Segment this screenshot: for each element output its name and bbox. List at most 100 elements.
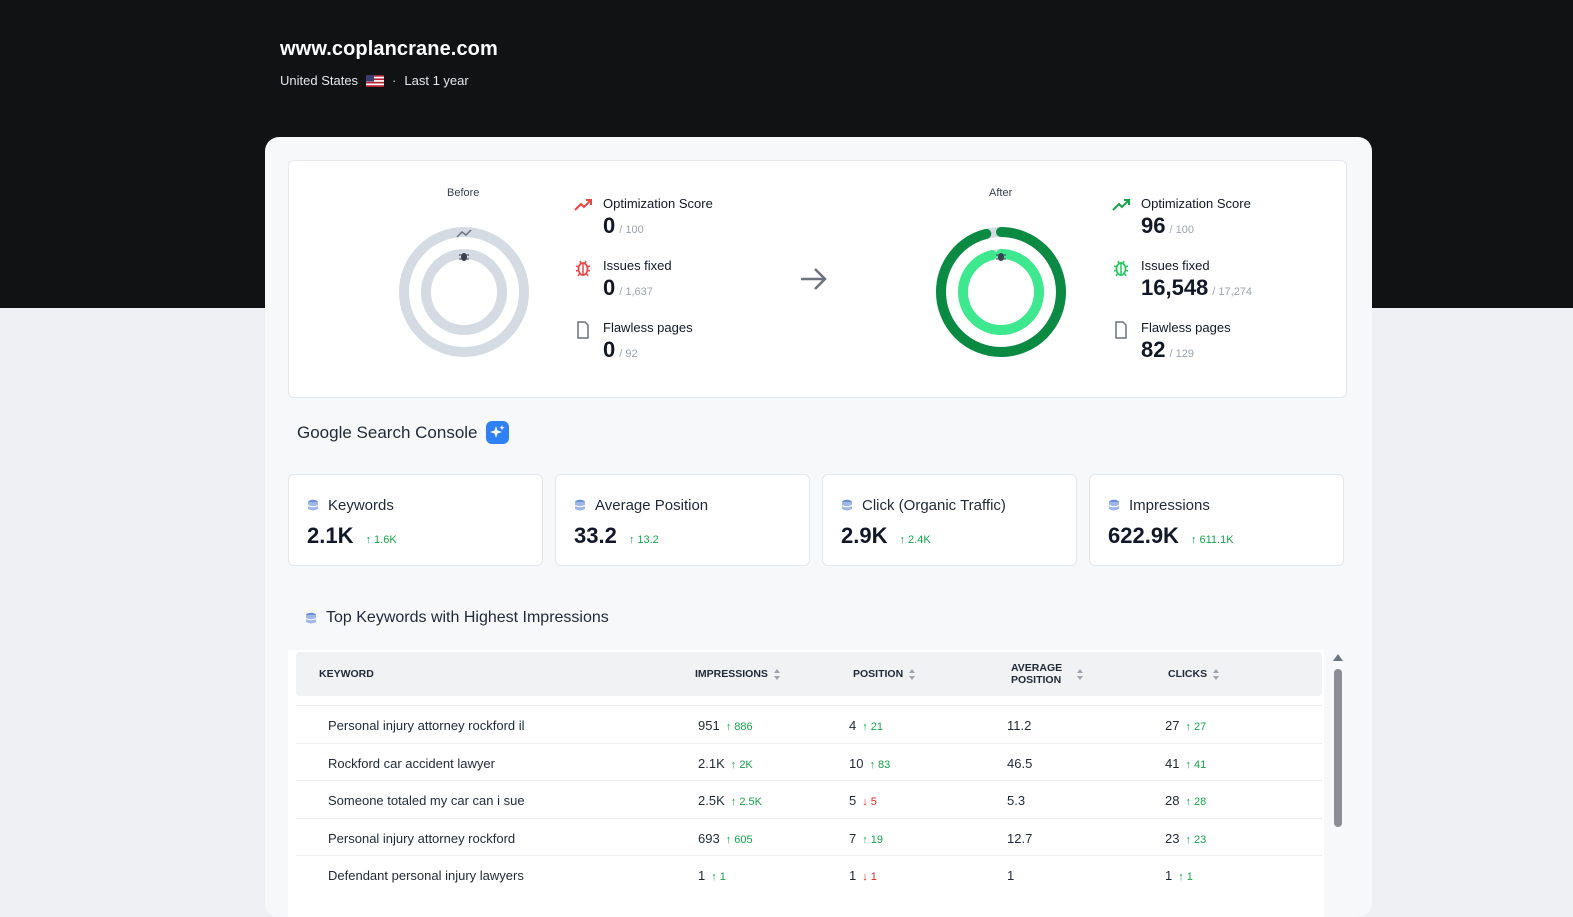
document-icon	[577, 321, 589, 339]
cell-value: Someone totaled my car can i sue	[328, 793, 525, 808]
after-issues-stat: Issues fixed 16,548/ 17,274	[1111, 258, 1252, 301]
country-label: United States	[280, 73, 359, 88]
column-header-keyword[interactable]: Keyword	[319, 668, 374, 680]
kpi-card-keywords: Keywords 2.1K ↑ 1.6K	[288, 474, 543, 566]
database-icon	[307, 499, 319, 512]
delta-up: ↑ 2.5K	[730, 796, 762, 808]
score-total: / 100	[619, 224, 644, 236]
cell-value: 2.5K	[698, 793, 725, 808]
table-row[interactable]: Personal injury attorney rockford 693 ↑ 60…	[296, 817, 1322, 856]
kpi-card-average-position: Average Position 33.2 ↑ 13.2	[555, 474, 810, 566]
gsc-title-text: Google Search Console	[297, 422, 478, 442]
table-row[interactable]: Personal injury attorney rockford il 951 ↑…	[296, 705, 1322, 743]
keyword-cell: Personal injury attorney rockford il	[328, 718, 525, 733]
after-label: After	[989, 187, 1013, 199]
delta-down: ↓ 1	[862, 871, 877, 883]
us-flag-icon	[366, 74, 385, 87]
impressions-cell: 2.1K ↑ 2K	[698, 756, 753, 771]
cell-value: 27	[1165, 718, 1180, 733]
delta-up: ↑ 41	[1185, 758, 1207, 771]
cell-value: Personal injury attorney rockford	[328, 830, 516, 846]
pages-value: 82	[1141, 337, 1166, 362]
delta-up: ↑ 605	[725, 833, 753, 846]
sort-icon	[773, 668, 781, 680]
delta-up: ↑ 23	[1185, 833, 1207, 846]
kpi-label: Keywords	[328, 497, 394, 514]
scrollbar-thumb[interactable]	[1334, 669, 1342, 827]
pages-label: Flawless pages	[603, 320, 693, 335]
sort-icon	[1077, 668, 1084, 680]
issues-label: Issues fixed	[603, 258, 672, 273]
site-url: www.coplancrane.com	[280, 38, 498, 60]
impressions-cell: 951 ↑ 886	[698, 718, 753, 733]
table-row[interactable]: Defendant personal injury lawyers 1 ↑ 1 1 ↓ …	[296, 855, 1322, 893]
position-cell: 1 ↓ 1	[849, 868, 877, 883]
cell-value: 4	[849, 718, 857, 733]
cell-value: 2.1K	[698, 755, 725, 771]
score-total: / 100	[1169, 224, 1194, 236]
table-row[interactable]: Rockford car accident lawyer 2.1K ↑ 2K 10 ↑ …	[296, 742, 1322, 781]
cell-value: 5	[849, 793, 857, 808]
keywords-table: Keyword Impressions Position Average Pos…	[288, 650, 1324, 917]
database-icon	[1108, 499, 1120, 512]
delta-down: ↓ 5	[862, 796, 877, 808]
cell-value: 12.7	[1007, 830, 1033, 846]
meta-separator: ·	[392, 73, 397, 88]
keyword-cell: Personal injury attorney rockford	[328, 831, 515, 846]
clicks-cell: 28 ↑ 28	[1165, 793, 1206, 808]
bug-icon	[1113, 260, 1129, 277]
before-pages-stat: Flawless pages 0/ 92	[573, 320, 693, 363]
gsc-section-title: Google Search Console	[297, 421, 509, 444]
average-position-cell: 12.7	[1007, 831, 1032, 846]
column-header-clicks[interactable]: Clicks	[1168, 668, 1220, 680]
kpi-label: Click (Organic Traffic)	[862, 497, 1006, 514]
kpi-value: 33.2	[574, 523, 617, 548]
kpi-delta: 1.6K	[374, 534, 397, 546]
keyword-cell: Defendant personal injury lawyers	[328, 868, 524, 883]
report-card: Before Optimization Score 0/ 100	[265, 137, 1372, 917]
kpi-value: 622.9K	[1108, 523, 1179, 548]
score-label: Optimization Score	[603, 196, 713, 211]
impressions-cell: 693 ↑ 605	[698, 831, 753, 846]
after-pages-stat: Flawless pages 82/ 129	[1111, 320, 1231, 363]
kpi-card-impressions: Impressions 622.9K ↑ 611.1K	[1089, 474, 1344, 566]
keyword-cell: Rockford car accident lawyer	[328, 756, 495, 771]
average-position-cell: 5.3	[1007, 793, 1025, 808]
table-header: Keyword Impressions Position Average Pos…	[296, 652, 1322, 696]
pages-total: / 92	[619, 348, 638, 360]
kpi-delta: 13.2	[637, 534, 659, 546]
cell-value: 5.3	[1007, 793, 1026, 808]
scroll-up-arrow[interactable]	[1333, 654, 1343, 661]
cell-value: 1	[1165, 868, 1173, 883]
cell-value: 951	[698, 718, 720, 733]
cell-value: 1	[1007, 868, 1015, 883]
impressions-cell: 2.5K ↑ 2.5K	[698, 793, 762, 808]
delta-up: ↑ 28	[1185, 796, 1207, 808]
delta-up: ↑ 21	[862, 721, 884, 733]
bug-mini-icon	[459, 253, 469, 261]
clicks-cell: 27 ↑ 27	[1165, 718, 1206, 733]
kpi-value: 2.1K	[307, 523, 354, 548]
cell-value: 46.5	[1007, 755, 1033, 771]
kpi-label: Impressions	[1129, 497, 1210, 514]
database-icon	[841, 499, 853, 512]
column-header-impressions[interactable]: Impressions	[695, 668, 781, 680]
clicks-cell: 23 ↑ 23	[1165, 831, 1206, 846]
pages-value: 0	[603, 337, 616, 362]
kpi-value: 2.9K	[841, 523, 888, 548]
table-row[interactable]: Someone totaled my car can i sue 2.5K ↑ 2.…	[296, 780, 1322, 818]
sparkle-icon[interactable]	[485, 421, 509, 444]
score-value: 0	[603, 213, 616, 238]
document-icon	[1115, 321, 1127, 339]
delta-up: ↑ 2K	[730, 758, 753, 771]
delta-up: ↑ 83	[869, 758, 891, 771]
kpi-delta: 2.4K	[908, 534, 931, 546]
column-header-position[interactable]: Position	[853, 668, 916, 680]
average-position-cell: 46.5	[1007, 756, 1032, 771]
cell-value: Rockford car accident lawyer	[328, 755, 495, 771]
before-label: Before	[447, 187, 480, 199]
score-value: 96	[1141, 213, 1166, 238]
issues-total: / 1,637	[619, 286, 653, 298]
period-label: Last 1 year	[404, 73, 469, 88]
column-header-average-position[interactable]: Average Position	[1011, 662, 1084, 686]
